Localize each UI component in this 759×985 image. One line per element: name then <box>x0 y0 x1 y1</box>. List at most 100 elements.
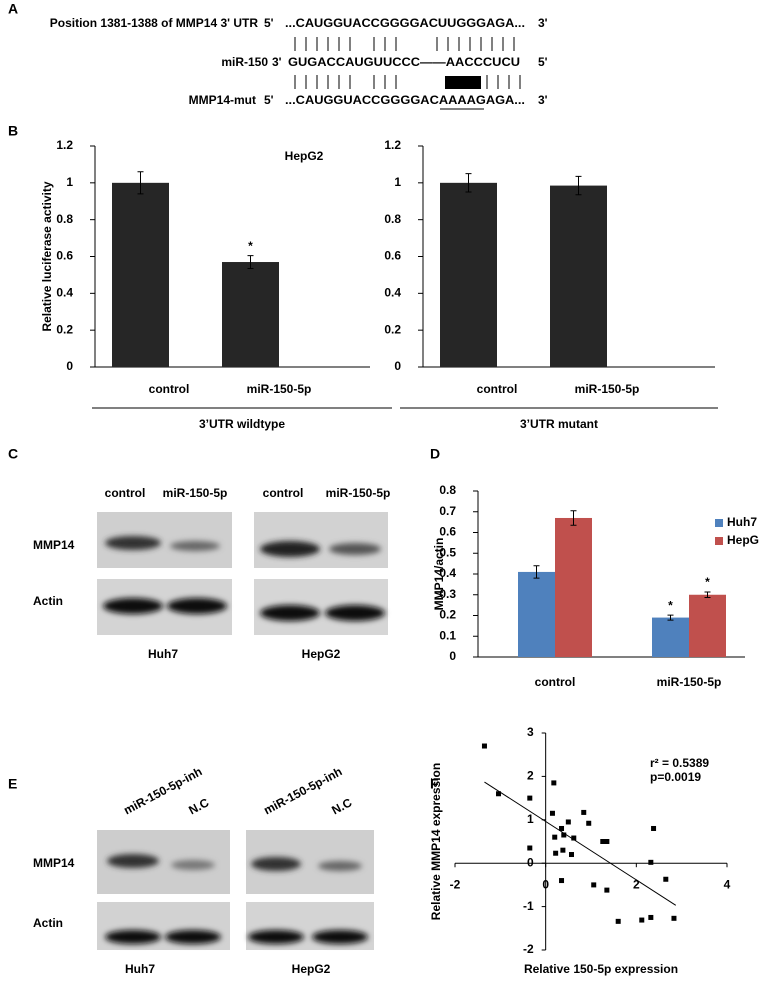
cell-label: Huh7 <box>148 647 178 661</box>
point <box>604 839 610 844</box>
x-tick-label: miR-150-5p <box>575 382 640 396</box>
legend-swatch <box>715 537 723 545</box>
point <box>586 820 592 826</box>
blot-strip <box>254 512 388 568</box>
x-axis-label: 3’UTR mutant <box>520 417 598 431</box>
y-tick-label: 0.2 <box>56 322 73 336</box>
point <box>663 876 669 882</box>
y-tick-label: 1.2 <box>384 138 401 152</box>
y-tick-label: 0.1 <box>439 628 456 642</box>
point <box>481 743 487 749</box>
band <box>103 598 163 614</box>
y-axis-label: MMP14/actin <box>432 538 446 611</box>
x-tick-label: control <box>149 382 190 396</box>
y-tick-label: 3 <box>527 725 534 739</box>
band <box>248 930 304 944</box>
lane-label: miR-150-5p <box>326 486 391 500</box>
y-axis-label: Relative MMP14 expression <box>429 763 443 920</box>
y-tick-label: -2 <box>523 942 534 956</box>
point <box>527 795 533 801</box>
bar <box>222 262 279 367</box>
seq: GUGACCAUGUUCCC——AACCCUCU <box>288 55 520 69</box>
blot-strip <box>97 902 230 950</box>
point <box>671 915 677 921</box>
y-tick-label: 1 <box>394 175 401 189</box>
error-bar <box>137 171 144 195</box>
point <box>648 859 654 865</box>
x-tick-label: control <box>477 382 518 396</box>
significance: * <box>668 598 673 612</box>
point <box>560 847 566 853</box>
panel-label: C <box>8 446 18 462</box>
x-tick-label: miR-150-5p <box>247 382 312 396</box>
y-tick-label: 0.2 <box>439 608 456 622</box>
y-tick-label: -1 <box>523 899 534 913</box>
pairing-bars <box>294 37 521 89</box>
y-tick-label: 0 <box>394 359 401 373</box>
point <box>553 850 559 856</box>
mutation-box <box>445 76 481 89</box>
y-tick-label: 0 <box>449 649 456 663</box>
x-axis-label: 3’UTR wildtype <box>199 417 285 431</box>
error-bar <box>247 255 254 269</box>
y-tick-label: 0.6 <box>439 525 456 539</box>
x-tick-label: 2 <box>633 877 640 891</box>
error-bar <box>575 175 582 196</box>
x-axis-label: Relative 150-5p expression <box>524 962 678 976</box>
seq-end: 5' <box>538 55 548 69</box>
y-tick-label: 0 <box>527 855 534 869</box>
bar <box>440 182 497 367</box>
bar <box>112 182 169 367</box>
seq-end: 3' <box>538 93 548 107</box>
y-tick-label: 0.6 <box>384 249 401 263</box>
y-axis-label: Relative luciferase activity <box>40 181 54 331</box>
point <box>600 839 606 844</box>
point <box>604 887 610 893</box>
seq-end: 3' <box>538 16 548 30</box>
band <box>318 861 362 871</box>
y-tick-label: 1 <box>66 175 73 189</box>
y-tick-label: 0.3 <box>439 587 456 601</box>
band <box>107 854 159 868</box>
x-tick-label: -2 <box>450 877 461 891</box>
legend-label: HepG2 <box>727 533 759 547</box>
lane-label: miR-150-5p <box>163 486 228 500</box>
point <box>615 918 621 924</box>
seq-label: Position 1381-1388 of MMP14 3' UTR <box>50 16 259 30</box>
point <box>651 825 657 831</box>
band <box>251 857 301 871</box>
annotation: p=0.0019 <box>650 770 701 784</box>
row-label: Actin <box>33 916 63 930</box>
lane-label: control <box>105 486 146 500</box>
point <box>565 819 571 825</box>
legend-label: Huh7 <box>727 515 757 529</box>
bar <box>652 617 689 657</box>
y-tick-label: 0.8 <box>56 212 73 226</box>
error-bar <box>704 591 711 598</box>
point <box>571 835 577 841</box>
band <box>329 543 381 555</box>
band <box>105 536 161 550</box>
cell-label: HepG2 <box>302 647 341 661</box>
y-tick-label: 1 <box>527 812 534 826</box>
x-tick-label: miR-150-5p <box>657 675 722 689</box>
band <box>325 605 385 621</box>
point <box>561 832 567 838</box>
y-tick-label: 1.2 <box>56 138 73 152</box>
seq-end: 3' <box>272 55 282 69</box>
y-tick-label: 0 <box>66 359 73 373</box>
y-tick-label: 0.8 <box>384 212 401 226</box>
error-bar <box>465 173 472 193</box>
seq-label: MMP14-mut <box>189 93 256 107</box>
significance: * <box>705 575 710 589</box>
point <box>569 852 575 858</box>
y-tick-label: 0.4 <box>56 286 73 300</box>
row-label: MMP14 <box>33 538 75 552</box>
y-tick-label: 0.8 <box>439 483 456 497</box>
western-blot-e: miR-150-5p-inh N.C miR-150-5p-inh N.C MM… <box>33 764 374 976</box>
chart-title: HepG2 <box>285 149 324 163</box>
point <box>559 878 565 884</box>
significance: * <box>248 239 253 253</box>
band <box>312 930 368 944</box>
row-label: Actin <box>33 594 63 608</box>
